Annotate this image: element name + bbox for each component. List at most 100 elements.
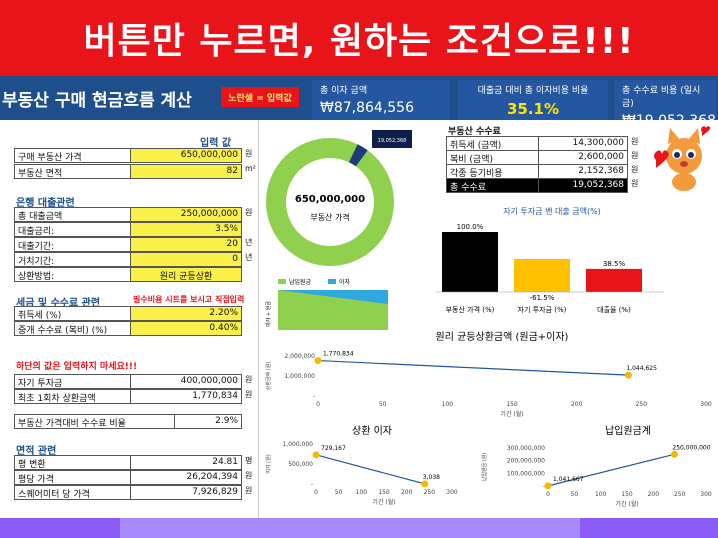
- fee-total-value: 19,052,368: [538, 178, 628, 193]
- fee-row: 복비 (금액) 2,600,000 원: [446, 150, 638, 165]
- loan-label: 거치기간:: [14, 252, 130, 267]
- data-point: [421, 480, 429, 488]
- loan-row: 상환방법: 원리 균등상환: [14, 267, 242, 282]
- area-label: 평 변환: [14, 455, 130, 470]
- fee-table-title: 부동산 수수료: [448, 127, 501, 137]
- property-price-input[interactable]: 650,000,000: [130, 148, 242, 163]
- equity-loan-bar-chart: 자기 투자금 밴 대출 금액(%) 100.0% 부동산 가격 (%) -61.5%…: [436, 206, 664, 314]
- x-axis-label: 기간 (월): [615, 500, 638, 508]
- x-tick-label: 100: [356, 489, 368, 496]
- data-point: [314, 357, 322, 365]
- brokerage-fee-input[interactable]: 0.40%: [130, 321, 242, 336]
- legend-swatch-principal: [278, 279, 286, 284]
- panel-divider: [258, 120, 259, 520]
- grace-period-input[interactable]: 0: [130, 252, 242, 267]
- page-title: 부동산 구매 현금흐름 계산: [2, 91, 192, 111]
- loan-amount-input[interactable]: 250,000,000: [130, 207, 242, 222]
- bar-category-label: 부동산 가격 (%): [446, 305, 495, 314]
- calc-value: 1,770,834: [130, 389, 242, 404]
- y-tick-label: 200,000,000: [507, 458, 545, 465]
- legend-principal: 납입원금: [289, 278, 312, 286]
- x-tick-label: 50: [379, 401, 387, 408]
- area-label: 스퀘어미터 당 가격: [14, 485, 130, 500]
- x-tick-label: 50: [335, 489, 343, 496]
- y-tick-label: 1,000,000: [284, 373, 315, 380]
- y-tick-label: -: [313, 393, 315, 400]
- x-tick-label: 200: [401, 489, 413, 496]
- unit: 년: [245, 253, 253, 262]
- y-axis-label: 이자 (원): [265, 454, 272, 473]
- calc-row: 최초 1회차 상환금액 1,770,834 원: [14, 389, 252, 404]
- bar: [586, 268, 642, 292]
- kpi-label: 총 이자 금액: [320, 86, 368, 96]
- legend-interest: 이자: [339, 278, 351, 286]
- fee-value: 14,300,000: [538, 136, 628, 151]
- acquisition-tax-input[interactable]: 2.20%: [130, 306, 242, 321]
- x-tick-label: 150: [621, 491, 633, 498]
- unit: 원: [245, 471, 253, 480]
- unit: 원: [631, 151, 639, 160]
- kpi-label: 총 수수료 비용 (일시금): [622, 86, 701, 109]
- unit: [242, 222, 245, 237]
- area-row: 스퀘어미터 당 가격 7,926,829 원: [14, 485, 252, 500]
- fee-total-row: 총 수수료 19,052,368 원: [446, 178, 639, 193]
- loan-row: 거치기간: 0 년: [14, 252, 252, 267]
- line-chart-title: 납입원금계: [605, 424, 651, 437]
- fee-value: 2,600,000: [538, 150, 628, 165]
- kpi-label: 대출금 대비 총 이자비용 비율: [477, 86, 589, 96]
- cat-mascot-icon: [654, 126, 711, 191]
- promo-banner: 버튼만 누르면, 원하는 조건으로!!!: [0, 0, 718, 76]
- point-label: 729,167: [321, 445, 346, 452]
- area-value: 7,926,829: [130, 485, 242, 500]
- x-tick-label: 300: [700, 491, 712, 498]
- kpi-total-fee: 총 수수료 비용 (일시금) ₩19,052,368: [614, 80, 716, 129]
- y-tick-label: -: [311, 481, 313, 488]
- fee-ratio-row: 부동산 가격대비 수수료 비율 2.9%: [14, 414, 242, 429]
- donut-callout-box: [372, 130, 412, 148]
- principal-interest-area-chart: 납입원금 이자 이자 + 원금: [265, 278, 388, 330]
- donut-callout: 19,052,368: [378, 138, 407, 144]
- unit: 원: [628, 178, 639, 193]
- loan-rate-input[interactable]: 3.5%: [130, 222, 242, 237]
- unit: 원: [631, 137, 639, 146]
- fee-label: 각종 등기비용: [446, 164, 538, 179]
- unit: 원: [245, 208, 253, 217]
- tax-row: 중개 수수료 (복비) (%) 0.40%: [14, 321, 242, 336]
- x-tick-label: 50: [571, 491, 579, 498]
- banner-text: 버튼만 누르면, 원하는 조건으로!!!: [83, 21, 635, 62]
- calc-label: 최초 1회차 상환금액: [14, 389, 130, 404]
- tax-label: 중개 수수료 (복비) (%): [14, 321, 130, 336]
- repayment-method-select[interactable]: 원리 균등상환: [130, 267, 242, 282]
- unit: 원: [245, 390, 253, 399]
- bar-category-label: 대출율 (%): [597, 305, 631, 314]
- x-tick-label: 200: [571, 401, 583, 408]
- x-tick-label: 250: [636, 401, 648, 408]
- bar-data-label: 100.0%: [457, 223, 484, 231]
- bottom-strip-inner: [120, 518, 580, 538]
- loan-term-input[interactable]: 20: [130, 237, 242, 252]
- bar-category-label: 자기 투자금 (%): [518, 305, 567, 314]
- donut-fee-slice: [348, 144, 368, 167]
- data-point: [670, 450, 678, 458]
- y-tick-label: 500,000: [288, 461, 313, 468]
- donut-center-value: 650,000,000: [295, 194, 365, 205]
- property-area-input[interactable]: 82: [130, 164, 242, 179]
- donut-center-label: 부동산 가격: [310, 212, 349, 222]
- x-axis-label: 기간 (월): [372, 498, 395, 506]
- unit: 원: [245, 486, 253, 495]
- y-axis-label: 상환금액 (원): [265, 362, 272, 391]
- data-point: [624, 371, 632, 379]
- point-label: 1,041,667: [553, 476, 584, 483]
- loan-row: 총 대출금액 250,000,000 원: [14, 207, 252, 222]
- y-tick-label: -: [543, 483, 545, 490]
- x-tick-label: 300: [700, 401, 712, 408]
- data-point: [544, 482, 552, 490]
- x-tick-label: 150: [378, 489, 390, 496]
- interest-line-chart: 상환 이자 - 500,000 1,000,000 0 50 100 150 200 250 300…: [265, 425, 458, 506]
- area-label: 평당 가격: [14, 470, 130, 485]
- bar-data-label: -61.5%: [530, 294, 555, 302]
- y-tick-label: 1,000,000: [282, 441, 313, 448]
- donut-ring: [266, 138, 394, 266]
- tax-label: 취득세 (%): [14, 306, 130, 321]
- point-label: 1,044,625: [626, 365, 657, 372]
